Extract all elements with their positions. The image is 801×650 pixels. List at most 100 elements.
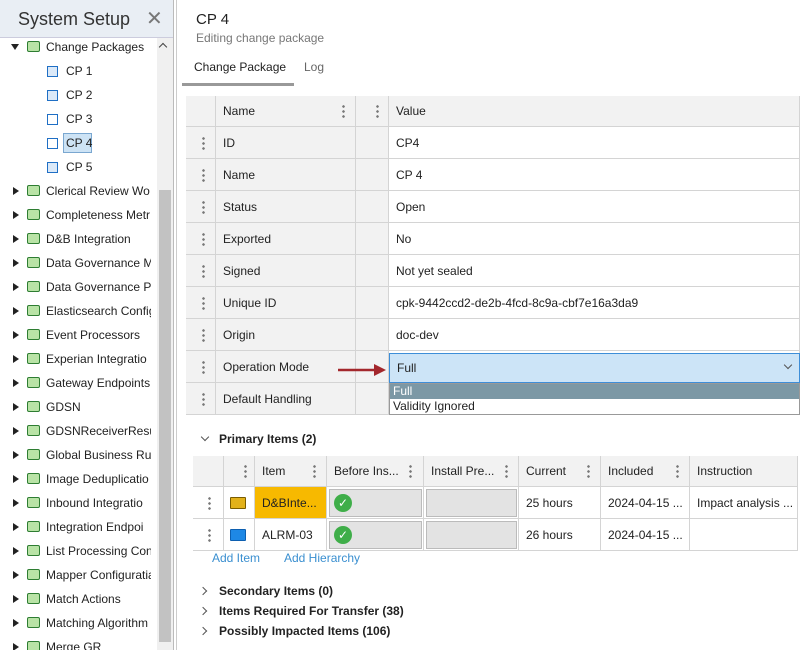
dropdown[interactable]: Full <box>389 353 800 383</box>
tree-item[interactable]: CP 4 <box>66 136 93 150</box>
expander[interactable] <box>13 547 19 555</box>
expander[interactable] <box>11 44 19 50</box>
tree-item[interactable]: Match Actions <box>46 592 121 606</box>
row-grip[interactable] <box>202 168 205 182</box>
sidebar-title: System Setup <box>18 9 131 29</box>
package-icon <box>27 377 40 388</box>
action-link[interactable]: Add Item <box>212 551 261 565</box>
action-link[interactable]: Add Hierarchy <box>284 551 361 565</box>
row-grip[interactable] <box>202 296 205 310</box>
package-icon <box>27 401 40 412</box>
tree-item[interactable]: Change Packages <box>46 40 145 54</box>
package-icon <box>27 545 40 556</box>
expander[interactable] <box>13 307 19 315</box>
package-icon <box>27 449 40 460</box>
row-grip[interactable] <box>202 328 205 342</box>
close-button[interactable]: ✕ <box>146 8 163 30</box>
expander[interactable] <box>13 595 19 603</box>
expander[interactable] <box>13 355 19 363</box>
expander[interactable] <box>13 283 19 291</box>
row-grip[interactable] <box>202 200 205 214</box>
package-icon <box>27 569 40 580</box>
tree-item[interactable]: Gateway Endpoints <box>46 376 151 390</box>
expander[interactable] <box>13 619 19 627</box>
cell <box>186 159 216 191</box>
cp-icon <box>47 66 58 77</box>
cp-icon <box>47 114 58 125</box>
tree-item[interactable]: Integration Endpoi <box>46 520 144 534</box>
section-title[interactable]: Items Required For Transfer (38) <box>219 604 404 618</box>
expander[interactable] <box>13 427 19 435</box>
cell <box>356 287 389 319</box>
tab[interactable]: Change Package <box>194 60 287 74</box>
expander[interactable] <box>13 235 19 243</box>
tree-item[interactable]: CP 2 <box>66 88 93 102</box>
cell: Not yet sealed <box>389 255 800 287</box>
section-title[interactable]: Primary Items (2) <box>219 432 317 446</box>
cell <box>186 351 216 383</box>
expander[interactable] <box>13 379 19 387</box>
row-grip[interactable] <box>202 360 205 374</box>
tree-item[interactable]: CP 5 <box>66 160 93 174</box>
expander[interactable] <box>13 571 19 579</box>
expander[interactable] <box>13 475 19 483</box>
tree-item[interactable]: Data Governance P <box>46 280 151 294</box>
dropdown-option[interactable]: Full <box>390 384 799 399</box>
cell: Operation Mode <box>216 351 356 383</box>
expander[interactable] <box>13 403 19 411</box>
cell <box>186 255 216 287</box>
package-icon <box>27 281 40 292</box>
tree-item[interactable]: Inbound Integratio <box>46 496 143 510</box>
check-icon: ✓ <box>334 526 352 544</box>
package-icon <box>27 641 40 650</box>
cell: Exported <box>216 223 356 255</box>
cell <box>186 383 216 415</box>
row-grip[interactable] <box>202 264 205 278</box>
grip <box>587 464 590 478</box>
annotation-arrow <box>338 364 386 376</box>
sidebar-header <box>0 0 173 38</box>
expander[interactable] <box>13 331 19 339</box>
tree-item[interactable]: Elasticsearch Config <box>46 304 151 318</box>
scrollbar-thumb[interactable] <box>159 190 171 642</box>
tree-item[interactable]: Experian Integratio <box>46 352 147 366</box>
section-title[interactable]: Secondary Items (0) <box>219 584 334 598</box>
package-icon <box>27 185 40 196</box>
tree-item[interactable]: Matching Algorithm <box>46 616 149 630</box>
tree-item[interactable]: Clerical Review Wo <box>46 184 150 198</box>
tree-item[interactable]: D&B Integration <box>46 232 131 246</box>
expander[interactable] <box>13 451 19 459</box>
expander[interactable] <box>13 187 19 195</box>
tree-item[interactable]: CP 1 <box>66 64 93 78</box>
row-grip[interactable] <box>208 496 211 510</box>
tab[interactable]: Log <box>304 60 325 74</box>
tree-item[interactable]: GDSN <box>46 400 81 414</box>
expander[interactable] <box>13 211 19 219</box>
package-icon <box>27 353 40 364</box>
tree-item[interactable]: Event Processors <box>46 328 141 342</box>
tree-item[interactable]: Image Deduplicatio <box>46 472 149 486</box>
section-title[interactable]: Possibly Impacted Items (106) <box>219 624 391 638</box>
tree-item[interactable]: Mapper Configuratia <box>46 568 151 582</box>
tree-item[interactable]: Global Business Rul <box>46 448 151 462</box>
row-grip[interactable] <box>202 136 205 150</box>
tree-item[interactable]: Merge GR <box>46 640 102 650</box>
cell <box>186 223 216 255</box>
tree-item[interactable]: CP 3 <box>66 112 93 126</box>
cell: Included <box>601 456 690 487</box>
tree-item[interactable]: GDSNReceiverResult <box>46 424 151 438</box>
row-grip[interactable] <box>202 392 205 406</box>
expander[interactable] <box>13 499 19 507</box>
expander[interactable] <box>13 643 19 650</box>
tree-item[interactable]: Completeness Metr <box>46 208 151 222</box>
tree-item[interactable]: List Processing Con <box>46 544 151 558</box>
cell <box>193 456 224 487</box>
row-grip[interactable] <box>202 232 205 246</box>
tree-item[interactable]: Data Governance M <box>46 256 151 270</box>
expander[interactable] <box>13 259 19 267</box>
row-grip[interactable] <box>208 528 211 542</box>
cell: Value <box>389 96 800 127</box>
expander[interactable] <box>13 523 19 531</box>
dropdown-option[interactable]: Validity Ignored <box>393 399 475 413</box>
cp-icon <box>47 138 58 149</box>
